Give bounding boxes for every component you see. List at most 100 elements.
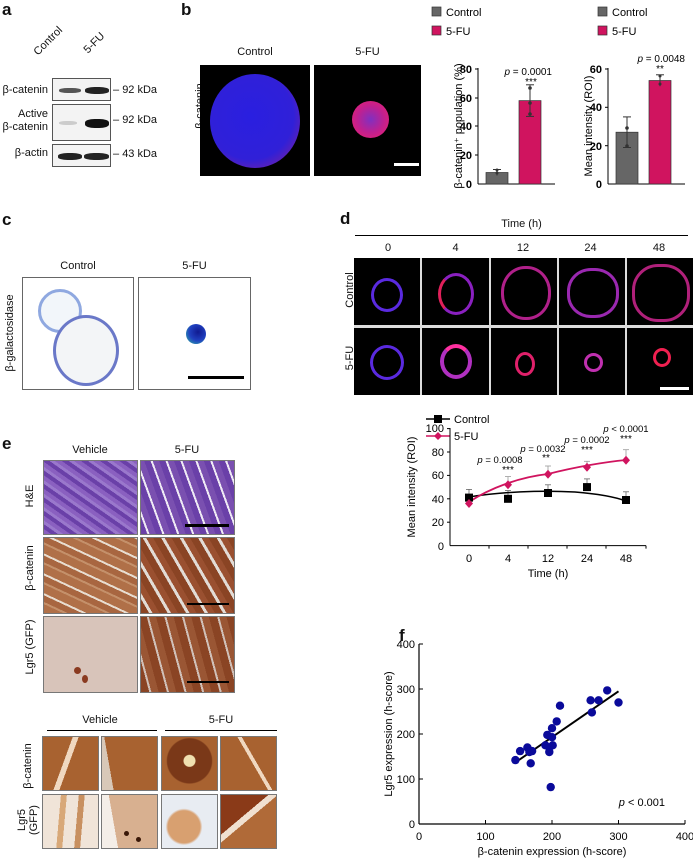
- e-zoom-column-vehicle: Vehicle: [82, 714, 118, 726]
- he-image-5fu: [140, 460, 235, 535]
- e-column-vehicle: Vehicle: [72, 444, 108, 456]
- svg-text:Control: Control: [612, 7, 647, 19]
- svg-text:400: 400: [397, 639, 415, 651]
- svg-text:5-FU: 5-FU: [612, 26, 637, 38]
- zoom-bcatenin-5fu-1: [161, 736, 218, 791]
- zoom-lgr5-vehicle-2: [101, 794, 158, 849]
- svg-text:p = 0.0032: p = 0.0032: [519, 444, 565, 455]
- he-image-vehicle: [43, 460, 138, 535]
- panel-label-b: b: [181, 0, 192, 19]
- svg-text:20: 20: [590, 141, 602, 153]
- b-column-control: Control: [237, 46, 273, 58]
- blot-column-5fu: 5-FU: [81, 30, 108, 56]
- svg-text:0: 0: [596, 179, 602, 191]
- panel-label-f: f: [399, 626, 405, 645]
- scale-bar: [187, 603, 229, 605]
- svg-text:100: 100: [397, 774, 415, 786]
- svg-text:48: 48: [620, 553, 632, 565]
- zoom-lgr5-5fu-1: [161, 794, 218, 849]
- bar-chart-mean-intensity: 0 20 40 60 p = 0.0048 ** Mean intensity (RO…: [583, 54, 685, 191]
- time-header-rule: [355, 235, 688, 236]
- panel-label-a: a: [2, 0, 12, 19]
- confocal-image-5fu: [314, 65, 421, 176]
- time-header: Time (h): [501, 218, 542, 230]
- svg-text:0: 0: [438, 541, 444, 553]
- legend-control: Control: [454, 414, 489, 426]
- b-column-5fu: 5-FU: [355, 46, 380, 58]
- timepoint-0: 0: [384, 242, 392, 254]
- svg-text:100: 100: [426, 423, 444, 435]
- western-blot-bcatenin: [52, 78, 111, 101]
- legend-5fu: 5-FU: [446, 26, 471, 38]
- svg-text:20: 20: [460, 150, 472, 162]
- scale-bar: [394, 163, 419, 166]
- svg-text:p = 0.0048: p = 0.0048: [636, 54, 685, 65]
- scale-bar: [660, 387, 689, 390]
- confocal-image-control: [200, 65, 310, 176]
- panel-b-charts: Control 5-FU Control 5-FU 0 20 40 60 80 p = …: [431, 6, 685, 191]
- e-row-he: H&E: [24, 484, 36, 508]
- timepoint-4: 4: [452, 242, 459, 254]
- svg-text:200: 200: [397, 729, 415, 741]
- svg-text:***: ***: [502, 465, 514, 476]
- svg-text:**: **: [656, 64, 664, 75]
- mw-marker-3: – 43 kDa: [113, 148, 158, 160]
- legend-control: Control: [446, 7, 481, 19]
- svg-text:100: 100: [476, 831, 494, 843]
- svg-text:0: 0: [409, 819, 415, 831]
- c-column-5fu: 5-FU: [182, 260, 207, 272]
- zoom-bcatenin-5fu-2: [220, 736, 277, 791]
- blot-row-label-bactin: β-actin: [14, 147, 48, 159]
- svg-text:***: ***: [581, 445, 593, 456]
- svg-text:12: 12: [542, 553, 554, 565]
- blot-column-control: Control: [31, 24, 66, 58]
- timepoint-24: 24: [584, 242, 597, 254]
- svg-text:400: 400: [676, 831, 693, 843]
- zoom-lgr5-5fu-2: [220, 794, 277, 849]
- svg-text:0: 0: [466, 553, 472, 565]
- svg-text:p = 0.0001: p = 0.0001: [503, 67, 552, 78]
- blot-row-label-bcatenin: β-catenin: [2, 84, 48, 96]
- scale-bar: [187, 681, 229, 683]
- vehicle-rule: [47, 730, 157, 731]
- legend-swatch-5fu: [431, 25, 442, 36]
- svg-text:0: 0: [466, 179, 472, 191]
- svg-text:0: 0: [416, 831, 422, 843]
- lgr5-ihc-vehicle: [43, 616, 138, 693]
- panel-label-e: e: [2, 434, 12, 453]
- c-column-control: Control: [60, 260, 96, 272]
- svg-text:200: 200: [543, 831, 561, 843]
- svg-text:40: 40: [432, 494, 444, 506]
- svg-text:β-catenin⁺ population (%): β-catenin⁺ population (%): [453, 63, 465, 188]
- timepoint-48: 48: [652, 242, 666, 254]
- e-zoom-row-lgr5: Lgr5 (GFP): [16, 805, 40, 835]
- svg-text:60: 60: [590, 64, 602, 76]
- svg-text:40: 40: [460, 121, 472, 133]
- western-blot-bactin: [52, 144, 111, 167]
- svg-text:24: 24: [581, 553, 593, 565]
- c-row-label: β-galactosidase: [4, 294, 16, 372]
- svg-text:Lgr5 expression (h-score): Lgr5 expression (h-score): [383, 671, 395, 796]
- e-zoom-column-5fu: 5-FU: [208, 714, 234, 726]
- bgal-image-5fu: [138, 277, 251, 390]
- scatter-chart-bcatenin-vs-lgr5: 0 100 200 300 400 0 100 200 300 400 β-catenin ex…: [383, 639, 693, 858]
- lgr5-ihc-5fu: [140, 616, 235, 693]
- zoom-bcatenin-vehicle-2: [101, 736, 158, 791]
- e-zoom-row-bcatenin: β-catenin: [22, 743, 34, 789]
- blot-row-label-active-bcatenin: Active β-catenin: [2, 108, 48, 133]
- svg-text:300: 300: [397, 684, 415, 696]
- mw-marker-1: – 92 kDa: [113, 84, 158, 96]
- e-column-5fu: 5-FU: [174, 444, 200, 456]
- svg-text:20: 20: [432, 517, 444, 529]
- svg-text:4: 4: [505, 553, 511, 565]
- 5fu-rule: [165, 730, 277, 731]
- svg-text:p = 0.0008: p = 0.0008: [476, 455, 522, 466]
- svg-text:300: 300: [609, 831, 627, 843]
- svg-text:***: ***: [620, 434, 632, 445]
- svg-text:p < 0.001: p < 0.001: [618, 797, 665, 809]
- line-chart-mean-intensity-timecourse: Control 5-FU 0 20 40 60 80 100 0 4 12 24 48 Time …: [406, 414, 649, 580]
- bcatenin-ihc-vehicle: [43, 537, 138, 614]
- scale-bar: [185, 524, 229, 527]
- e-row-lgr5: Lgr5 (GFP): [24, 619, 36, 675]
- bgal-image-control: [22, 277, 134, 390]
